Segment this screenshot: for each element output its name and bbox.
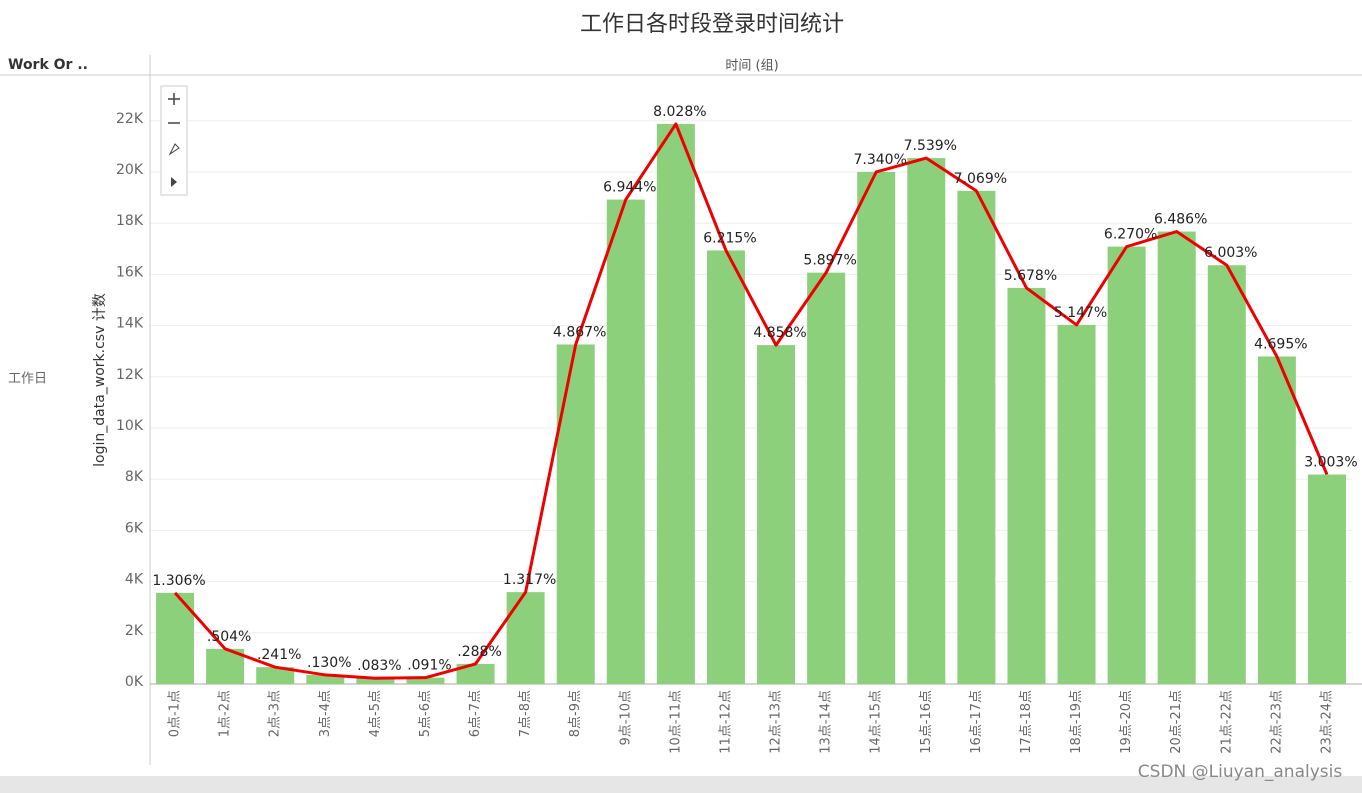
data-label: 6.486% xyxy=(1154,212,1207,228)
x-tick-label: 12点-13点 xyxy=(769,690,784,754)
y-axis-title: login_data_work.csv 计数 xyxy=(92,293,108,467)
y-tick-label: 14K xyxy=(116,316,144,332)
y-tick-label: 4K xyxy=(125,572,144,588)
x-tick-label: 17点-18点 xyxy=(1019,690,1034,754)
y-tick-label: 12K xyxy=(116,367,144,383)
bar xyxy=(1307,474,1346,684)
bar xyxy=(907,158,946,684)
bar xyxy=(556,344,595,684)
bar xyxy=(456,663,495,684)
y-tick-label: 0K xyxy=(125,674,144,690)
data-label: .130% xyxy=(307,655,351,671)
data-label: 8.028% xyxy=(653,104,706,120)
data-label: 6.215% xyxy=(703,230,756,246)
y-tick-label: 18K xyxy=(116,213,144,229)
y-tick-label: 22K xyxy=(116,111,144,127)
x-tick-label: 4点-5点 xyxy=(368,690,383,737)
x-tick-label: 2点-3点 xyxy=(268,690,283,737)
data-label: 6.270% xyxy=(1104,227,1157,243)
x-tick-label: 16点-17点 xyxy=(969,690,984,754)
x-tick-label: 21点-22点 xyxy=(1219,690,1234,754)
x-tick-label: 9点-10点 xyxy=(618,690,633,746)
x-tick-label: 20点-21点 xyxy=(1169,690,1184,754)
y-tick-label: 10K xyxy=(116,418,144,434)
y-tick-label: 16K xyxy=(116,264,144,280)
bar xyxy=(1157,231,1196,684)
data-label: 1.306% xyxy=(152,573,205,589)
x-tick-label: 13点-14点 xyxy=(819,690,834,754)
bar xyxy=(857,171,896,685)
bar xyxy=(1257,356,1296,684)
x-tick-label: 0点-1点 xyxy=(168,690,183,737)
chart-title: 工作日各时段登录时间统计 xyxy=(580,12,844,37)
bar xyxy=(506,592,545,684)
row-header: Work Or .. xyxy=(8,57,88,73)
x-tick-label: 15点-16点 xyxy=(919,690,934,754)
x-tick-label: 8点-9点 xyxy=(568,690,583,737)
data-label: .288% xyxy=(457,644,501,660)
bar xyxy=(1207,265,1246,684)
data-label: .083% xyxy=(357,658,401,674)
zoom-in[interactable] xyxy=(168,93,180,105)
bar xyxy=(356,678,395,684)
zoom-controls[interactable] xyxy=(160,85,188,196)
bar xyxy=(957,190,996,685)
x-tick-label: 11点-12点 xyxy=(718,690,733,754)
data-label: 4.858% xyxy=(753,325,806,341)
x-tick-label: 19点-20点 xyxy=(1119,690,1134,754)
bar xyxy=(606,199,645,684)
y-tick-label: 2K xyxy=(125,623,144,639)
bar xyxy=(1057,324,1096,684)
pin[interactable] xyxy=(168,143,180,156)
row-label: 工作日 xyxy=(8,372,47,387)
bar xyxy=(706,250,745,684)
bar xyxy=(306,674,345,684)
x-tick-label: 3点-4点 xyxy=(318,690,333,737)
play[interactable] xyxy=(171,177,177,187)
data-label: 7.069% xyxy=(954,171,1007,187)
data-label: 1.317% xyxy=(503,572,556,588)
x-tick-label: 6点-7点 xyxy=(468,690,483,737)
data-label: .504% xyxy=(207,629,251,645)
data-label: 6.944% xyxy=(603,180,656,196)
data-label: 4.867% xyxy=(553,324,606,340)
data-label: 7.539% xyxy=(904,138,957,154)
x-tick-label: 5点-6点 xyxy=(418,690,433,737)
bar xyxy=(757,345,796,684)
data-label: 3.003% xyxy=(1304,455,1357,471)
x-tick-label: 23点-24点 xyxy=(1319,690,1334,754)
data-label: 5.897% xyxy=(803,253,856,269)
bar xyxy=(256,667,295,684)
status-bar xyxy=(0,776,1362,793)
x-tick-label: 22点-23点 xyxy=(1269,690,1284,754)
x-tick-label: 14点-15点 xyxy=(869,690,884,754)
data-label: 7.340% xyxy=(854,152,907,168)
bar xyxy=(807,272,846,684)
bar xyxy=(1107,246,1146,685)
x-tick-label: 1点-2点 xyxy=(218,690,233,737)
x-tick-label: 18点-19点 xyxy=(1069,690,1084,754)
line xyxy=(173,122,1329,680)
y-tick-label: 8K xyxy=(125,469,144,485)
data-label: 4.695% xyxy=(1254,336,1307,352)
watermark: CSDN @Liuyan_analysis xyxy=(1138,762,1343,782)
data-label: 6.003% xyxy=(1204,245,1257,261)
y-tick-label: 6K xyxy=(125,520,144,536)
data-label: 5.678% xyxy=(1004,268,1057,284)
data-label: .241% xyxy=(257,647,301,663)
bar xyxy=(406,677,445,684)
bar xyxy=(656,123,695,684)
data-label: .091% xyxy=(407,658,451,674)
x-tick-label: 7点-8点 xyxy=(518,690,533,737)
data-label: 5.147% xyxy=(1054,305,1107,321)
x-axis-title: 时间 (组) xyxy=(725,59,778,74)
bar xyxy=(1007,287,1046,684)
x-tick-label: 10点-11点 xyxy=(668,690,683,754)
y-tick-label: 20K xyxy=(116,162,144,178)
